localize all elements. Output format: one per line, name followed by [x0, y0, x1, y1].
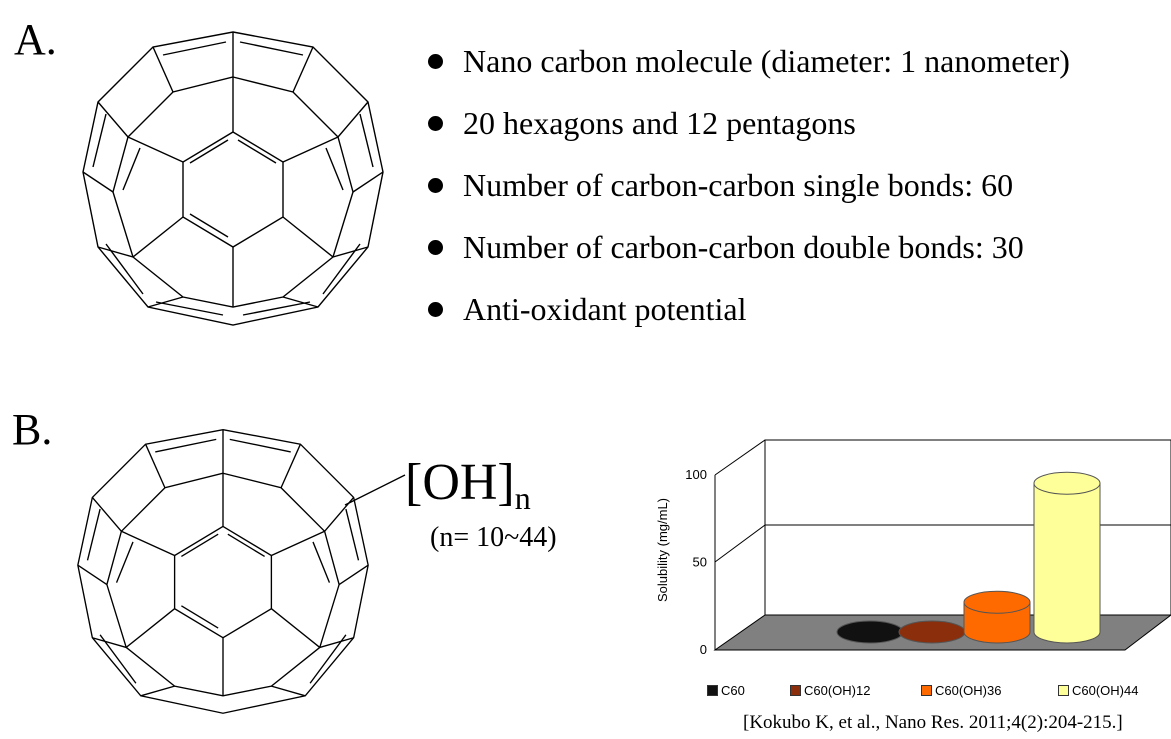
chart-back-wall [764, 439, 1171, 616]
bullet-dot-icon [428, 53, 443, 69]
bullet-dot-icon [428, 239, 443, 255]
bullet-item: Anti-oxidant potential [428, 278, 1168, 340]
bullet-dot-icon [428, 115, 443, 131]
citation-text: [Kokubo K, et al., Nano Res. 2011;4(2):2… [743, 712, 1123, 733]
bar-c60oh44 [1033, 471, 1101, 644]
legend-swatch [1058, 684, 1069, 696]
hydroxyl-group-label: [OH]n [405, 454, 531, 517]
panel-b-label: B. [12, 405, 53, 454]
bullet-dot-icon [428, 301, 443, 317]
bar-c60 [836, 620, 904, 644]
bar-c60oh12 [898, 620, 966, 644]
fullerene-c60-structure-a [82, 31, 384, 326]
bullet-item: 20 hexagons and 12 pentagons [428, 92, 1168, 154]
bar-c60oh36 [963, 590, 1031, 644]
panel-a-label: A. [14, 15, 57, 64]
legend-item-c60: C60 [707, 680, 745, 700]
solubility-chart: Solubility (mg/mL) 0 50 100 [655, 439, 1171, 657]
y-tick-label: 0 [700, 642, 707, 657]
bullet-item: Number of carbon-carbon double bonds: 30 [428, 216, 1168, 278]
legend-item-c60-oh44: C60(OH)44 [1058, 680, 1138, 700]
legend-swatch [790, 684, 801, 696]
wall-edge-mid [714, 524, 766, 563]
bullet-dot-icon [428, 177, 443, 193]
fullerene-hydroxylated-structure-b [77, 428, 369, 714]
bullet-item: Nano carbon molecule (diameter: 1 nanome… [428, 30, 1168, 92]
wall-edge-top [714, 439, 766, 476]
oh-leader-line [344, 474, 406, 506]
panel-a-bullet-list: Nano carbon molecule (diameter: 1 nanome… [428, 30, 1168, 340]
legend-item-c60-oh36: C60(OH)36 [921, 680, 1001, 700]
legend-item-c60-oh12: C60(OH)12 [790, 680, 870, 700]
y-axis-label: Solubility (mg/mL) [655, 498, 670, 602]
bullet-item: Number of carbon-carbon single bonds: 60 [428, 154, 1168, 216]
legend-swatch [921, 684, 932, 696]
n-range-label: (n= 10~44) [430, 522, 557, 553]
legend-swatch [707, 684, 718, 696]
y-tick-label: 50 [693, 555, 707, 570]
y-tick-label: 100 [685, 467, 707, 482]
